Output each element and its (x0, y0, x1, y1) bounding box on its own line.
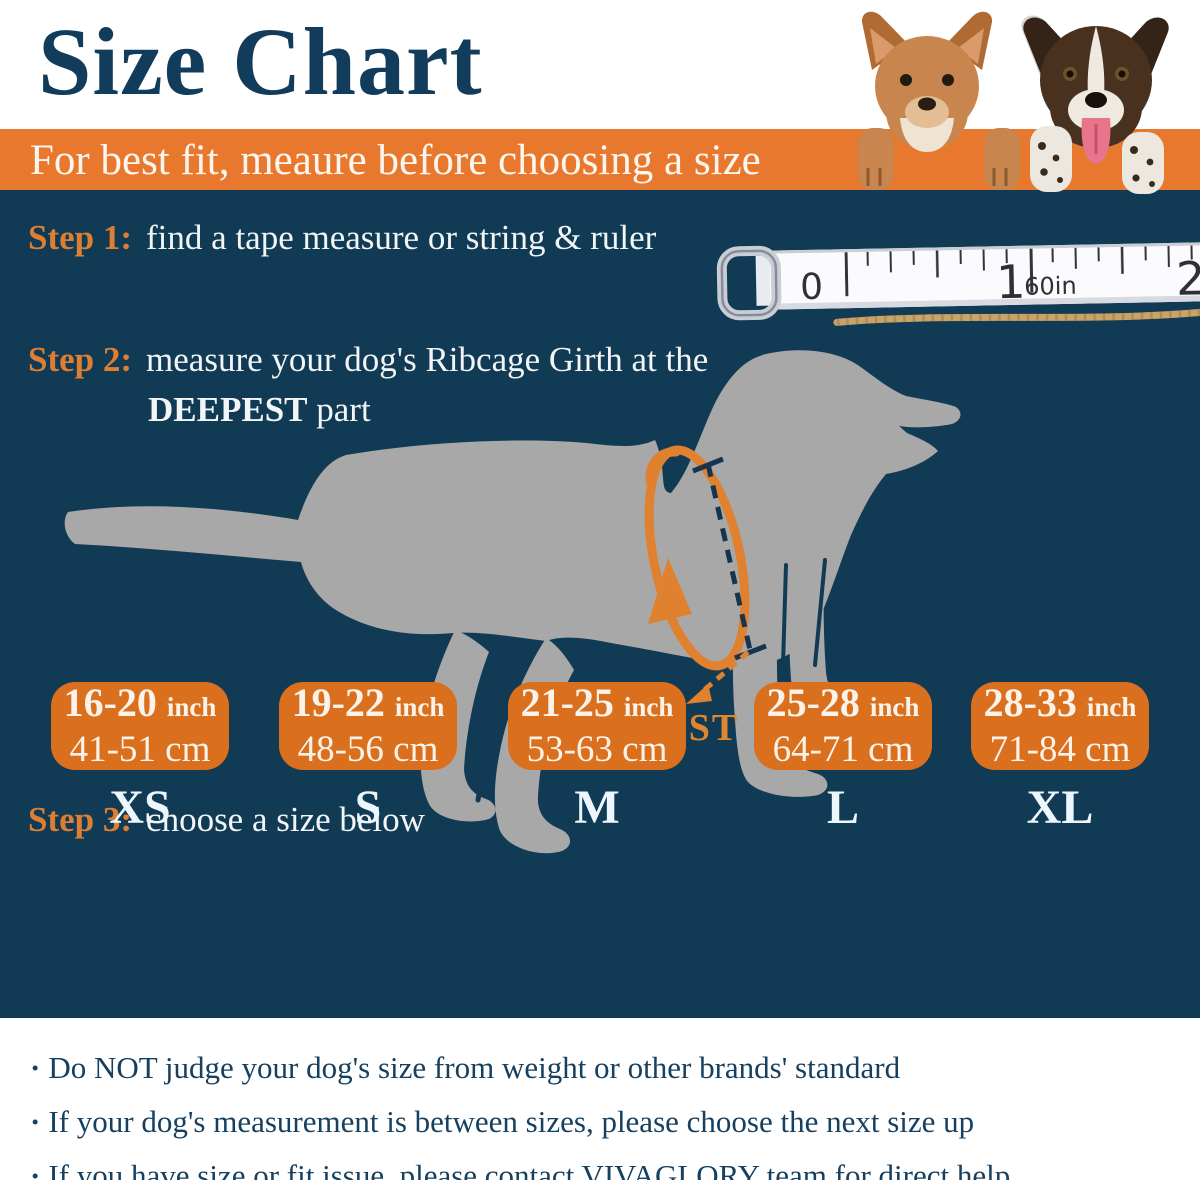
page-title: Size Chart (38, 8, 483, 115)
note-contact: If you have size or fit issue, please co… (30, 1158, 1010, 1180)
step-2-deepest: DEEPEST (148, 390, 308, 429)
cm-range: 64-71 cm (772, 729, 914, 770)
inch-unit: inch (166, 692, 217, 722)
hind-leg-far (420, 630, 496, 822)
tape-sub-label: 60in (1024, 272, 1077, 301)
tape-number-2: 2 (1176, 251, 1200, 306)
step-2-line2: DEEPEST part (148, 390, 371, 430)
tan-dog-paws (858, 128, 1020, 190)
step-3-text: choose a size below (146, 800, 425, 839)
inch-unit: inch (623, 692, 674, 722)
size-pill: 25-28 inch 64-71 cm (754, 682, 932, 770)
size-option-m: 21-25 inch 53-63 cm M (502, 682, 692, 835)
step-2: Step 2: measure your dog's Ribcage Girth … (28, 340, 708, 380)
size-letter: S (354, 781, 382, 834)
inch-unit: inch (394, 692, 445, 722)
brown-dog-paws (1030, 126, 1164, 194)
tape-ticks (844, 245, 1200, 299)
inch-range: 16-20 (63, 680, 157, 725)
girth-arrow (644, 445, 750, 671)
size-letter: M (574, 781, 620, 834)
size-pill: 19-22 inch 48-56 cm (279, 682, 457, 770)
size-option-s: 19-22 inch 48-56 cm S (273, 682, 463, 835)
step-3-label: Step 3: (28, 800, 133, 839)
size-option-xs: 16-20 inch 41-51 cm XS (45, 682, 235, 835)
tape-number-0: 0 (800, 267, 824, 308)
note-weight: Do NOT judge your dog's size from weight… (30, 1050, 900, 1086)
step-1-label: Step 1: (28, 218, 133, 257)
step-2-part: part (307, 390, 371, 429)
size-pill: 16-20 inch 41-51 cm (51, 682, 229, 770)
size-pill: 28-33 inch 71-84 cm (971, 682, 1149, 770)
size-option-l: 25-28 inch 64-71 cm L (748, 682, 938, 835)
size-letter: XS (109, 781, 171, 834)
banner-text: For best fit, meaure before choosing a s… (30, 137, 761, 184)
size-pill: 21-25 inch 53-63 cm (508, 682, 686, 770)
dogs-photo-illustration (858, 11, 1169, 194)
cm-range: 48-56 cm (297, 729, 439, 770)
inch-unit: inch (1086, 692, 1137, 722)
tape-measure-illustration: 0 1 60in 2 (716, 242, 1200, 326)
step-1: Step 1: find a tape measure or string & r… (28, 218, 656, 258)
inch-range: 19-22 (291, 680, 385, 725)
note-between-sizes: If your dog's measurement is between siz… (30, 1104, 974, 1140)
step-2-text: measure your dog's Ribcage Girth at the (146, 340, 709, 379)
inch-range: 21-25 (520, 680, 614, 725)
inch-range: 25-28 (766, 680, 860, 725)
size-letter: L (826, 781, 859, 834)
notes-section: Do NOT judge your dog's size from weight… (0, 1018, 1200, 1180)
string-rope (833, 308, 1200, 326)
step-1-text: find a tape measure or string & ruler (146, 218, 657, 257)
tan-dog-photo (858, 11, 1020, 190)
cm-range: 71-84 cm (989, 729, 1131, 770)
size-letter: XL (1026, 781, 1094, 834)
step-3: Step 3: choose a size below (28, 800, 425, 840)
cm-range: 41-51 cm (69, 729, 211, 770)
deepest-pointer-arrow (686, 650, 750, 704)
size-option-xl: 28-33 inch 71-84 cm XL (965, 682, 1155, 835)
inch-unit: inch (869, 692, 920, 722)
step-2-label: Step 2: (28, 340, 133, 379)
inch-range: 28-33 (983, 680, 1077, 725)
brown-white-dog-photo (1021, 15, 1169, 194)
tape-number-1: 1 (996, 255, 1026, 310)
cm-range: 53-63 cm (526, 729, 668, 770)
